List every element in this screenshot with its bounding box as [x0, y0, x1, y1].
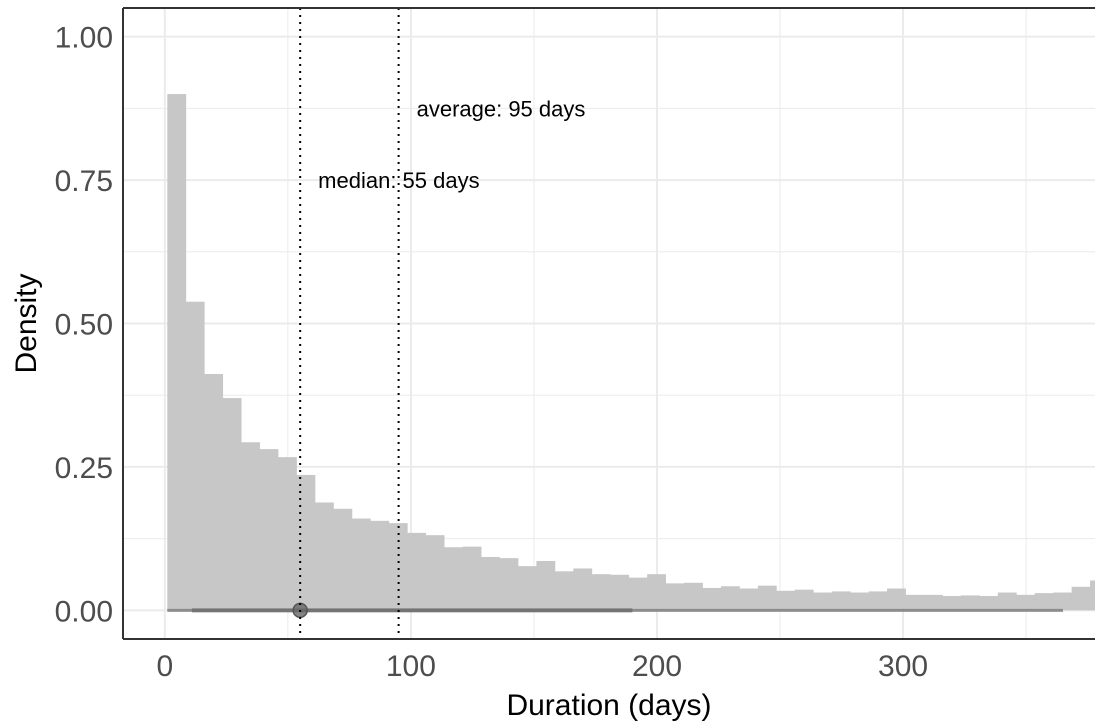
- x-tick-label: 100: [386, 650, 436, 683]
- histogram-bar: [573, 568, 593, 611]
- x-tick-label: 0: [156, 650, 173, 683]
- histogram-bar: [536, 560, 556, 611]
- y-tick-label: 0.25: [55, 452, 113, 485]
- histogram-bar: [868, 591, 888, 611]
- histogram-bar: [278, 457, 297, 611]
- y-tick-label: 0.00: [55, 595, 113, 628]
- histogram-bar: [462, 546, 482, 611]
- histogram-bar: [167, 94, 187, 611]
- histogram-bar: [813, 592, 833, 611]
- histogram-bar: [979, 595, 999, 611]
- histogram-bar: [997, 592, 1017, 611]
- histogram-bar: [850, 592, 870, 611]
- histogram-bar: [739, 588, 759, 611]
- histogram-bar: [960, 595, 980, 611]
- histogram-bar: [333, 508, 353, 611]
- histogram-bar: [1034, 593, 1054, 611]
- point-interval: [167, 602, 1064, 619]
- histogram-bar: [407, 532, 427, 611]
- histogram-bar: [794, 589, 814, 611]
- histogram-bar: [1071, 586, 1091, 611]
- histogram-bar: [425, 535, 445, 611]
- histogram-bar: [444, 547, 463, 611]
- histogram-bar: [1090, 580, 1095, 611]
- y-axis-title: Density: [10, 273, 43, 373]
- histogram-bar: [887, 588, 906, 611]
- histogram-bar: [923, 594, 943, 611]
- histogram-bar: [222, 398, 242, 611]
- histogram-bar: [647, 574, 666, 611]
- y-tick-label: 0.50: [55, 309, 113, 342]
- histogram-bar: [1016, 594, 1036, 611]
- histogram-bar: [905, 594, 925, 611]
- x-axis-title: Duration (days): [506, 689, 711, 722]
- histogram-bar: [684, 582, 703, 611]
- histogram-bar: [296, 474, 316, 611]
- histogram-bar: [259, 449, 279, 611]
- histogram-bar: [757, 585, 777, 611]
- reference-label: median: 55 days: [318, 168, 479, 193]
- histogram-bar: [204, 373, 224, 611]
- reference-lines: [299, 8, 400, 639]
- histogram-bar: [665, 583, 685, 611]
- histogram-bar: [351, 518, 371, 611]
- histogram-bar: [388, 523, 408, 611]
- histogram-bar: [370, 520, 390, 611]
- histogram-bar: [314, 502, 334, 611]
- y-tick-label: 0.75: [55, 165, 113, 198]
- x-tick-label: 200: [632, 650, 682, 683]
- histogram-bar: [610, 574, 630, 611]
- histogram-bars: [167, 94, 1095, 611]
- histogram-bar: [481, 556, 500, 611]
- histogram-bar: [628, 577, 648, 611]
- histogram-bar: [241, 442, 260, 611]
- histogram-bar: [554, 571, 574, 611]
- histogram-bar: [1053, 592, 1073, 611]
- histogram-bar: [831, 591, 851, 611]
- axes: [122, 7, 1095, 640]
- histogram-bar: [591, 574, 611, 611]
- histogram-bar: [185, 301, 205, 611]
- annotations: median: 55 days average: 95 days: [318, 96, 585, 193]
- grid: [123, 8, 1095, 639]
- tick-labels: 0.00 0.25 0.50 0.75 1.00 0 100 200 300: [55, 22, 928, 683]
- reference-label: average: 95 days: [417, 96, 586, 121]
- histogram-bar: [776, 590, 796, 611]
- histogram-bar: [702, 587, 722, 611]
- histogram-bar: [517, 566, 537, 611]
- histogram-bar: [720, 586, 740, 611]
- histogram-bar: [942, 595, 962, 611]
- histogram-bar: [499, 558, 519, 611]
- x-tick-label: 300: [878, 650, 928, 683]
- y-tick-label: 1.00: [55, 22, 113, 55]
